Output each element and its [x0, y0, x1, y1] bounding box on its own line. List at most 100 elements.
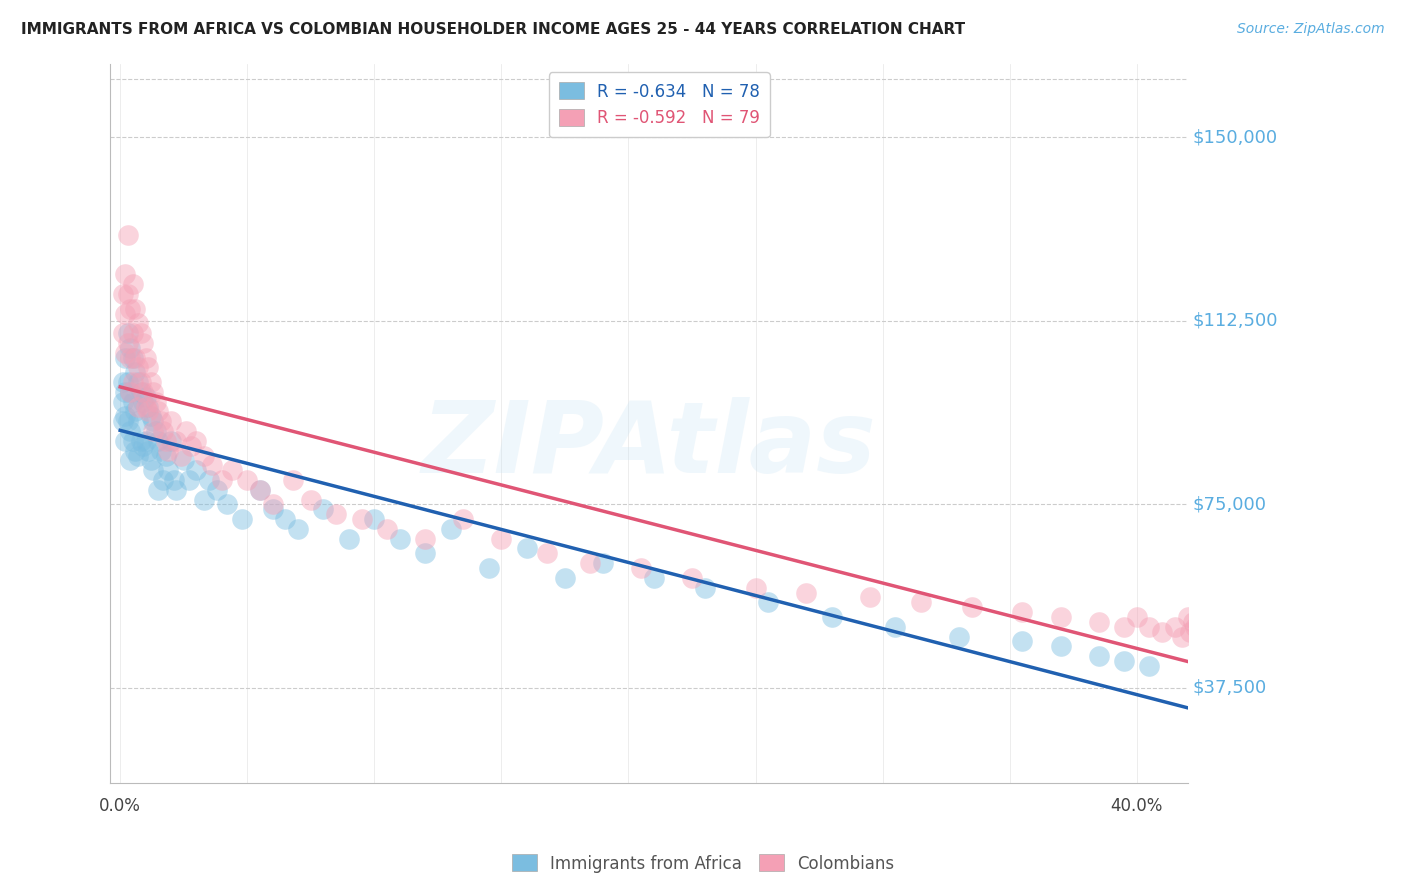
Point — [111, 394, 134, 409]
Point — [117, 228, 139, 243]
Point — [1125, 610, 1147, 624]
Point — [491, 532, 513, 546]
Point — [129, 375, 152, 389]
Point — [744, 581, 766, 595]
Point — [1011, 634, 1033, 648]
Point — [117, 336, 139, 351]
Point — [152, 473, 174, 487]
Point — [114, 307, 136, 321]
Point — [120, 424, 142, 438]
Point — [337, 532, 360, 546]
Point — [516, 541, 538, 556]
Point — [478, 561, 501, 575]
Point — [1112, 620, 1135, 634]
Point — [122, 326, 145, 341]
Point — [174, 424, 197, 438]
Point — [198, 473, 221, 487]
Point — [1178, 624, 1201, 639]
Point — [111, 414, 134, 428]
Point — [165, 483, 187, 497]
Point — [148, 483, 170, 497]
Point — [136, 443, 159, 458]
Point — [139, 375, 162, 389]
Point — [287, 522, 309, 536]
Point — [413, 546, 436, 560]
Point — [165, 434, 187, 448]
Point — [135, 400, 157, 414]
Point — [173, 453, 195, 467]
Text: Source: ZipAtlas.com: Source: ZipAtlas.com — [1237, 22, 1385, 37]
Point — [127, 375, 149, 389]
Point — [1152, 624, 1174, 639]
Point — [325, 507, 347, 521]
Point — [132, 394, 155, 409]
Legend: Immigrants from Africa, Colombians: Immigrants from Africa, Colombians — [505, 847, 901, 880]
Point — [114, 351, 136, 365]
Point — [145, 394, 167, 409]
Point — [193, 449, 215, 463]
Point — [127, 360, 149, 375]
Point — [186, 463, 208, 477]
Point — [388, 532, 411, 546]
Point — [910, 595, 932, 609]
Point — [884, 620, 907, 634]
Point — [177, 473, 200, 487]
Point — [155, 434, 177, 448]
Point — [312, 502, 335, 516]
Point — [114, 268, 136, 282]
Point — [859, 591, 882, 605]
Point — [1181, 615, 1204, 629]
Text: $112,500: $112,500 — [1192, 312, 1278, 330]
Point — [1087, 649, 1109, 664]
Point — [186, 434, 208, 448]
Point — [157, 463, 180, 477]
Point — [205, 483, 228, 497]
Point — [132, 439, 155, 453]
Point — [170, 449, 193, 463]
Point — [193, 492, 215, 507]
Point — [157, 443, 180, 458]
Point — [579, 556, 602, 570]
Point — [132, 336, 155, 351]
Point — [375, 522, 398, 536]
Point — [148, 404, 170, 418]
Point — [231, 512, 253, 526]
Point — [135, 351, 157, 365]
Point — [350, 512, 373, 526]
Point — [124, 365, 146, 379]
Point — [124, 301, 146, 316]
Point — [120, 384, 142, 399]
Point — [1139, 659, 1161, 673]
Point — [129, 434, 152, 448]
Point — [114, 409, 136, 424]
Point — [592, 556, 614, 570]
Point — [142, 463, 165, 477]
Point — [211, 473, 233, 487]
Point — [1011, 605, 1033, 619]
Point — [114, 384, 136, 399]
Point — [127, 414, 149, 428]
Point — [439, 522, 461, 536]
Point — [756, 595, 779, 609]
Point — [111, 287, 134, 301]
Point — [554, 571, 576, 585]
Point — [1184, 620, 1206, 634]
Point — [160, 434, 183, 448]
Point — [201, 458, 224, 473]
Point — [215, 498, 238, 512]
Point — [1139, 620, 1161, 634]
Point — [1112, 654, 1135, 668]
Point — [136, 400, 159, 414]
Point — [536, 546, 558, 560]
Point — [111, 326, 134, 341]
Point — [1087, 615, 1109, 629]
Point — [262, 502, 284, 516]
Point — [142, 384, 165, 399]
Point — [132, 384, 155, 399]
Point — [139, 409, 162, 424]
Point — [117, 287, 139, 301]
Point — [681, 571, 703, 585]
Point — [249, 483, 271, 497]
Point — [122, 351, 145, 365]
Point — [236, 473, 259, 487]
